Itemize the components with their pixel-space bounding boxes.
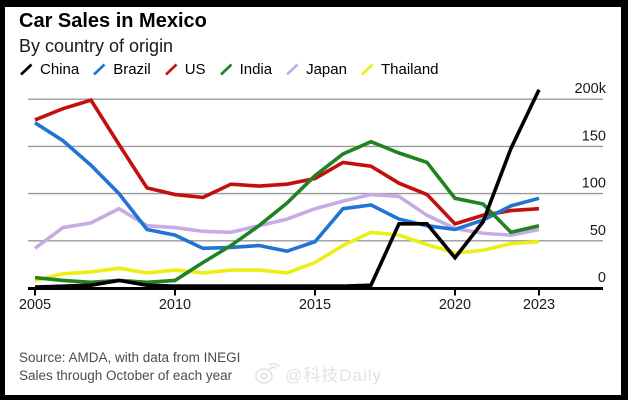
legend-slash-line [361,63,374,76]
y-axis-label-150: 150 [582,128,606,144]
legend-label-india: India [239,61,273,78]
x-axis-label-2015: 2015 [299,297,331,313]
legend-label-japan: Japan [306,61,347,78]
series-line-thailand [34,230,540,283]
legend-label-thailand: Thailand [380,61,439,78]
legend-item-japan: Japan [285,61,347,78]
legend-slash-line [286,63,299,76]
source-note: Source: AMDA, with data from INEGI Sales… [19,349,240,385]
series-line-china [34,88,541,289]
legend-slash-icon-thailand [361,63,374,76]
legend-label-brazil: Brazil [113,61,151,78]
legend-label-china: China [40,61,80,78]
x-axis-label-2010: 2010 [159,297,191,313]
legend-slash-icon-us [164,63,178,76]
legend: China Brazil US India Japan Thailand [19,61,439,78]
legend-item-us: US [164,61,206,78]
y-axis-label-200k: 200k [575,81,607,97]
legend-slash-line [93,63,106,76]
series-line-brazil [34,121,540,254]
x-axis-label-2023: 2023 [523,297,555,313]
y-axis-label-50: 50 [590,223,606,239]
legend-slash-line [20,63,33,76]
y-axis-label-0: 0 [598,270,606,286]
legend-item-thailand: Thailand [360,61,439,78]
watermark-text: @科技Daily [285,366,383,385]
legend-slash-icon-japan [286,63,299,76]
legend-label-us: US [184,61,206,78]
legend-item-india: India [219,61,273,78]
chart-subtitle: By country of origin [19,36,174,56]
x-axis-label-2005: 2005 [19,297,51,313]
source-line-1: Source: AMDA, with data from INEGI [19,350,241,365]
chart-title: Car Sales in Mexico [19,10,207,32]
legend-slash-icon-brazil [93,63,106,76]
legend-item-brazil: Brazil [92,61,151,78]
source-line-2: Sales through October of each year [19,368,233,383]
y-axis-label-100: 100 [582,176,606,192]
legend-slash-line [164,63,178,76]
series-line-us [34,98,540,226]
weibo-icon [255,362,280,384]
watermark: @科技Daily [253,360,382,387]
legend-item-china: China [19,61,79,78]
legend-slash-icon-china [20,63,33,76]
legend-slash-line [219,63,232,76]
x-axis-label-2020: 2020 [439,297,471,313]
legend-slash-icon-india [219,63,232,76]
